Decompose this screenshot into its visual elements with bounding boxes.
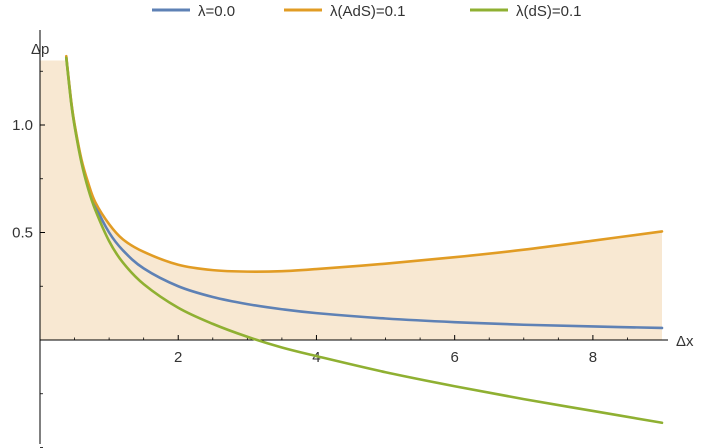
- legend-label: λ(AdS)=0.1: [330, 3, 405, 20]
- ticks: 2 4 6 8 0.5 1.0: [12, 70, 628, 448]
- x-tick-label: 4: [312, 349, 320, 366]
- y-tick-label: 1.0: [12, 117, 33, 134]
- x-tick-label: 8: [589, 349, 597, 366]
- shaded-area: [40, 60, 662, 340]
- axes: [39, 30, 668, 444]
- series-line-2: [64, 56, 664, 425]
- x-tick-label: 6: [450, 349, 458, 366]
- x-axis-label: Δx: [676, 333, 694, 350]
- legend-item-1: λ(AdS)=0.1: [284, 3, 405, 20]
- y-tick-label: 0.5: [12, 225, 33, 242]
- shaded-region: [40, 60, 662, 340]
- legend-item-2: λ(dS)=0.1: [470, 3, 581, 20]
- x-tick-label: 2: [174, 349, 182, 366]
- legend-item-0: λ=0.0: [152, 3, 235, 20]
- legend-label: λ(dS)=0.1: [516, 3, 581, 20]
- y-axis-label: Δp: [31, 41, 49, 58]
- axis-labels: Δx Δp: [31, 41, 694, 350]
- series: [64, 54, 664, 425]
- legend: λ=0.0 λ(AdS)=0.1 λ(dS)=0.1: [152, 3, 581, 20]
- legend-label: λ=0.0: [198, 3, 235, 20]
- series-line-1: [64, 54, 664, 273]
